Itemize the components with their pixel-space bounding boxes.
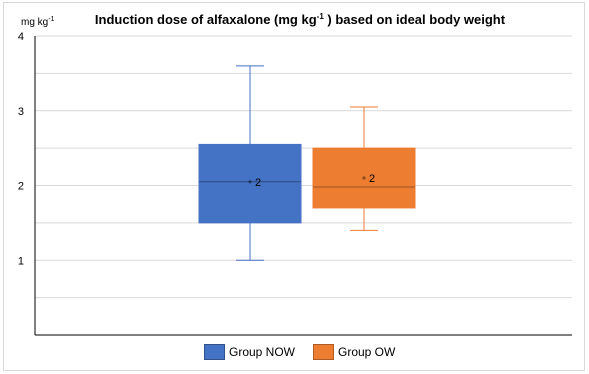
chart-title: Induction dose of alfaxalone (mg kg-1 ) … [95,12,506,27]
box-group-now: 2 [198,65,302,261]
legend-swatch-group-now [204,344,225,360]
y-tick-label: 4 [18,31,24,43]
mean-data-label: 2 [369,173,375,185]
legend-label-group-now: Group NOW [229,345,296,359]
box-group-ow: 2 [312,106,416,231]
iqr-box [198,143,302,224]
gridlines [35,35,572,299]
mean-data-label: 2 [255,177,261,189]
y-tick-label: 1 [18,255,24,267]
mean-marker [362,176,366,180]
legend-swatch-group-ow [313,344,334,360]
y-tick-label: 2 [18,181,24,193]
iqr-box [312,147,416,209]
legend-item-group-ow: Group OW [313,343,395,361]
legend-label-group-ow: Group OW [338,345,396,359]
axes [34,36,572,336]
y-axis-unit-label: mg kg-1 [21,16,55,28]
mean-marker [248,180,252,184]
legend-item-group-now: Group NOW [204,343,295,361]
y-tick-labels: 1 2 3 4 [18,31,24,267]
y-tick-label: 3 [18,106,24,118]
